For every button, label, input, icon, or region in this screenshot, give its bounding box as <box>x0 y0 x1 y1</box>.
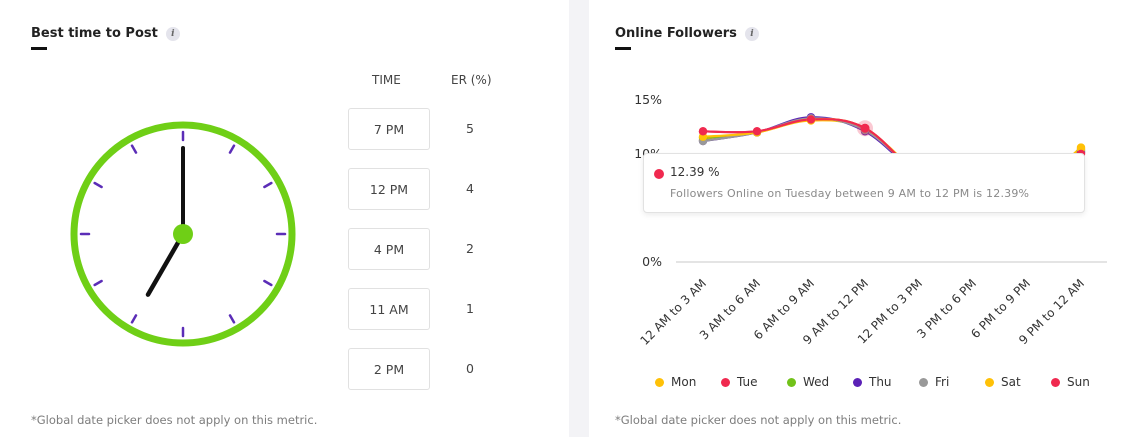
title-underline <box>31 47 47 50</box>
online-followers-card <box>589 0 1147 437</box>
tooltip-value: 12.39 % <box>670 165 720 179</box>
legend-dot <box>1051 377 1060 387</box>
series-point-sun <box>698 127 708 136</box>
clock-ring <box>70 121 296 347</box>
legend-label: Thu <box>869 375 892 389</box>
er-value: 4 <box>466 181 474 196</box>
time-slot-box: 4 PM <box>348 228 430 270</box>
info-icon[interactable]: i <box>744 26 759 41</box>
time-slot-box: 11 AM <box>348 288 430 330</box>
online-followers-title: Online Followers i <box>615 26 759 41</box>
clock-tick <box>93 279 103 287</box>
hour-hand <box>145 231 186 297</box>
er-value: 5 <box>466 121 474 136</box>
hover-point <box>860 123 870 133</box>
tooltip-series-dot <box>654 169 664 179</box>
clock-tick <box>228 314 236 324</box>
legend-label: Wed <box>803 375 830 389</box>
time-slot-box: 12 PM <box>348 168 430 210</box>
legend-item-mon[interactable]: Mon <box>655 375 721 389</box>
clock-tick <box>228 144 236 154</box>
clock <box>70 121 296 347</box>
best-time-title-text: Best time to Post <box>31 26 158 41</box>
series-point-sun <box>752 127 762 136</box>
series-point-sun <box>806 115 816 124</box>
chart-tooltip: 12.39 % Followers Online on Tuesday betw… <box>643 153 1085 213</box>
legend-dot <box>655 377 664 387</box>
chart-legend: Mon Tue Wed Thu Fri Sat Sun <box>655 375 1117 389</box>
legend-dot <box>853 377 862 387</box>
legend-label: Tue <box>737 375 758 389</box>
time-column-header: TIME <box>372 73 401 87</box>
legend-label: Sun <box>1067 375 1090 389</box>
best-time-footnote: *Global date picker does not apply on th… <box>31 413 318 427</box>
er-value: 2 <box>466 241 474 256</box>
er-value: 1 <box>466 301 474 316</box>
best-time-card: Best time to Post i TIME ER (%) 7 PM 5 1… <box>0 0 569 437</box>
x-tick-label: 12 AM to 3 AM <box>637 276 709 348</box>
tooltip-description: Followers Online on Tuesday between 9 AM… <box>670 187 1030 200</box>
er-column-header: ER (%) <box>451 73 492 87</box>
online-followers-title-text: Online Followers <box>615 26 737 41</box>
clock-tick <box>93 181 103 189</box>
legend-item-tue[interactable]: Tue <box>721 375 787 389</box>
legend-item-wed[interactable]: Wed <box>787 375 853 389</box>
legend-item-sun[interactable]: Sun <box>1051 375 1117 389</box>
legend-label: Fri <box>935 375 950 389</box>
title-underline <box>615 47 631 50</box>
legend-item-thu[interactable]: Thu <box>853 375 919 389</box>
legend-label: Mon <box>671 375 697 389</box>
time-slot-box: 7 PM <box>348 108 430 150</box>
y-tick-label: 0% <box>642 254 662 269</box>
clock-tick <box>263 279 273 287</box>
online-followers-footnote: *Global date picker does not apply on th… <box>615 413 902 427</box>
legend-dot <box>985 377 994 387</box>
legend-dot <box>787 377 796 387</box>
best-time-title: Best time to Post i <box>31 26 180 41</box>
legend-item-sat[interactable]: Sat <box>985 375 1051 389</box>
time-slot-box: 2 PM <box>348 348 430 390</box>
legend-label: Sat <box>1001 375 1021 389</box>
clock-tick <box>130 144 138 154</box>
clock-tick <box>263 181 273 189</box>
legend-dot <box>919 377 928 387</box>
y-tick-label: 15% <box>634 92 662 107</box>
er-value: 0 <box>466 361 474 376</box>
info-icon[interactable]: i <box>165 26 180 41</box>
legend-dot <box>721 377 730 387</box>
clock-tick <box>130 314 138 324</box>
clock-center <box>173 224 193 244</box>
legend-item-fri[interactable]: Fri <box>919 375 985 389</box>
